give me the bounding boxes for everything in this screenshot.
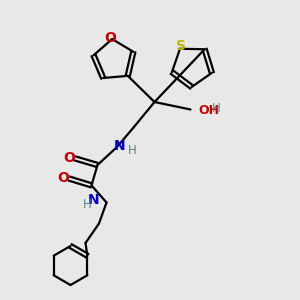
Text: OH: OH (198, 103, 219, 117)
Text: N: N (114, 139, 126, 152)
Text: H: H (128, 143, 136, 157)
Text: S: S (176, 39, 187, 53)
Text: N: N (87, 193, 99, 207)
Text: O: O (63, 152, 75, 165)
Text: H: H (82, 197, 91, 211)
Text: O: O (105, 31, 117, 45)
Text: O: O (57, 172, 69, 185)
Text: H: H (212, 101, 220, 115)
